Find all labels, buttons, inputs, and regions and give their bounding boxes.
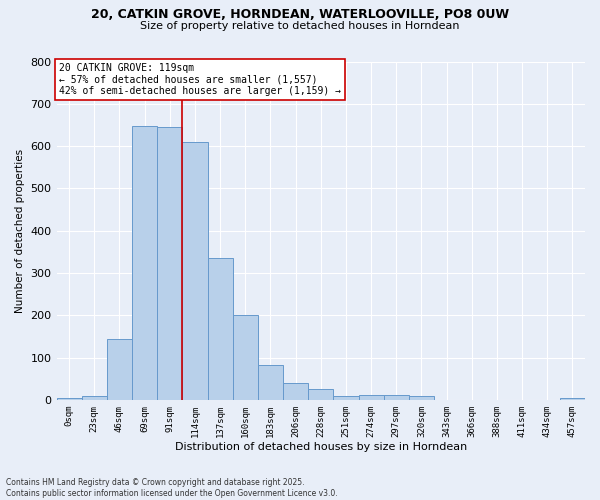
Bar	[56, 398, 82, 400]
Y-axis label: Number of detached properties: Number of detached properties	[15, 148, 25, 312]
Bar	[132, 126, 157, 400]
Bar	[233, 316, 258, 400]
Bar	[560, 398, 585, 400]
Bar	[359, 395, 383, 400]
Bar	[308, 390, 334, 400]
Bar	[107, 338, 132, 400]
Bar	[334, 396, 359, 400]
Bar	[182, 142, 208, 400]
Bar	[82, 396, 107, 400]
Bar	[258, 364, 283, 400]
Bar	[157, 127, 182, 400]
Bar	[409, 396, 434, 400]
Bar	[383, 395, 409, 400]
Text: 20, CATKIN GROVE, HORNDEAN, WATERLOOVILLE, PO8 0UW: 20, CATKIN GROVE, HORNDEAN, WATERLOOVILL…	[91, 8, 509, 20]
Bar	[208, 258, 233, 400]
X-axis label: Distribution of detached houses by size in Horndean: Distribution of detached houses by size …	[175, 442, 467, 452]
Text: Contains HM Land Registry data © Crown copyright and database right 2025.
Contai: Contains HM Land Registry data © Crown c…	[6, 478, 338, 498]
Text: 20 CATKIN GROVE: 119sqm
← 57% of detached houses are smaller (1,557)
42% of semi: 20 CATKIN GROVE: 119sqm ← 57% of detache…	[59, 63, 341, 96]
Bar	[283, 383, 308, 400]
Text: Size of property relative to detached houses in Horndean: Size of property relative to detached ho…	[140, 21, 460, 31]
